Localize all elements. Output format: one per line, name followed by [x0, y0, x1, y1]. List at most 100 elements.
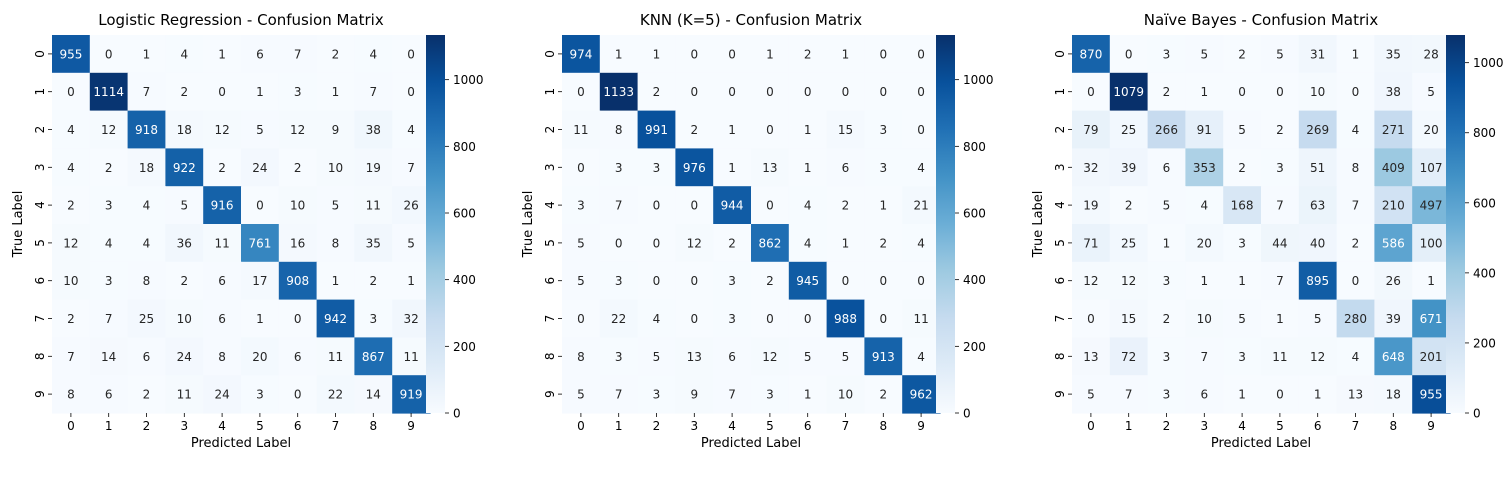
heatmap-cell [1072, 72, 1111, 112]
cell-value-label: 22 [328, 388, 343, 402]
heatmap-cell [902, 110, 941, 149]
cell-value-label: 7 [407, 161, 415, 175]
heatmap-cell [52, 337, 91, 376]
heatmap-panel: Logistic Regression - Confusion Matrix95… [11, 11, 484, 451]
cell-value-label: 0 [294, 388, 302, 402]
cell-value-label: 1 [728, 161, 736, 175]
cell-value-label: 12 [1121, 274, 1136, 288]
cell-value-label: 10 [328, 161, 343, 175]
x-tick-label: 8 [1389, 419, 1397, 433]
cell-value-label: 0 [1238, 85, 1246, 99]
heatmap-cell [354, 375, 393, 414]
heatmap-cell [241, 35, 280, 74]
cell-value-label: 976 [683, 161, 706, 175]
cell-value-label: 3 [728, 274, 736, 288]
heatmap-cell [1072, 110, 1111, 149]
heatmap-cell [864, 72, 903, 112]
heatmap-cell [637, 261, 676, 301]
heatmap-cell [1412, 35, 1451, 74]
cell-value-label: 0 [842, 274, 850, 288]
cell-value-label: 1133 [603, 85, 634, 99]
cell-value-label: 0 [917, 274, 925, 288]
heatmap-cell [1147, 35, 1186, 74]
heatmap-cell [1374, 72, 1413, 112]
x-tick-label: 0 [67, 419, 75, 433]
heatmap-cell [826, 299, 865, 338]
cell-value-label: 1 [842, 47, 850, 61]
cell-value-label: 3 [294, 85, 302, 99]
heatmap-cell [1223, 299, 1262, 338]
x-axis-label: Predicted Label [701, 436, 801, 451]
heatmap-cell [165, 299, 204, 338]
cell-value-label: 7 [369, 85, 377, 99]
y-tick-label: 7 [1053, 315, 1067, 323]
cell-value-label: 5 [1427, 85, 1435, 99]
y-tick-label: 9 [33, 390, 47, 398]
heatmap-cell [902, 186, 941, 225]
heatmap-cell [52, 148, 91, 187]
cell-value-label: 12 [214, 123, 229, 137]
cell-value-label: 7 [728, 388, 736, 402]
cell-value-label: 2 [766, 274, 774, 288]
heatmap-cell [1109, 35, 1149, 74]
heatmap-cell [826, 337, 865, 376]
cell-value-label: 0 [917, 47, 925, 61]
cell-value-label: 11 [573, 123, 588, 137]
cell-value-label: 7 [1125, 388, 1133, 402]
cell-value-label: 100 [1420, 236, 1443, 250]
y-tick-label: 8 [1053, 352, 1067, 360]
cell-value-label: 20 [252, 350, 267, 364]
heatmap-cell [1374, 110, 1413, 149]
heatmap-cell [1261, 261, 1300, 301]
x-tick-label: 2 [1163, 419, 1171, 433]
heatmap-cell [354, 224, 393, 263]
heatmap-cell [562, 186, 601, 225]
x-tick-label: 7 [842, 419, 850, 433]
heatmap-cell [1223, 148, 1262, 187]
heatmap-cell [1374, 35, 1413, 74]
heatmap-cell [127, 110, 166, 149]
cell-value-label: 91 [1197, 123, 1212, 137]
y-tick-label: 7 [543, 315, 557, 323]
heatmap-cell [203, 224, 242, 263]
cell-value-label: 5 [180, 199, 188, 213]
heatmap-cell [1261, 148, 1300, 187]
cell-value-label: 269 [1306, 123, 1329, 137]
cell-value-label: 2 [1238, 161, 1246, 175]
cell-value-label: 168 [1231, 199, 1254, 213]
heatmap-cell [864, 375, 903, 414]
cell-value-label: 0 [1352, 274, 1360, 288]
heatmap-cell [89, 148, 129, 187]
heatmap-cell [1374, 224, 1413, 263]
colorbar-tick-label: 1000 [1473, 56, 1504, 70]
heatmap-cell [675, 375, 714, 414]
cell-value-label: 24 [214, 388, 229, 402]
colorbar-tick-label: 400 [453, 273, 476, 287]
heatmap-cell [902, 35, 941, 74]
heatmap-cell [165, 110, 204, 149]
cell-value-label: 0 [728, 85, 736, 99]
heatmap-cell [52, 261, 91, 301]
heatmap-cell [278, 110, 318, 149]
cell-value-label: 4 [180, 47, 188, 61]
heatmap-cell [902, 224, 941, 263]
cell-value-label: 7 [1352, 199, 1360, 213]
heatmap-cell [1336, 337, 1375, 376]
heatmap-cell [713, 375, 752, 414]
heatmap-cell [1412, 261, 1451, 301]
heatmap-cell [203, 337, 242, 376]
heatmap-cell [1109, 110, 1149, 149]
heatmap-cell [788, 110, 828, 149]
heatmap-cell [165, 375, 204, 414]
heatmap-cell [89, 110, 129, 149]
heatmap-cell [1072, 148, 1111, 187]
cell-value-label: 1 [256, 85, 264, 99]
y-tick-label: 3 [1053, 163, 1067, 171]
cell-value-label: 0 [1125, 47, 1133, 61]
cell-value-label: 7 [294, 47, 302, 61]
heatmap-cell [562, 261, 601, 301]
x-tick-label: 5 [1276, 419, 1284, 433]
cell-value-label: 0 [690, 47, 698, 61]
heatmap-cell [1261, 72, 1300, 112]
y-tick-label: 4 [33, 201, 47, 209]
